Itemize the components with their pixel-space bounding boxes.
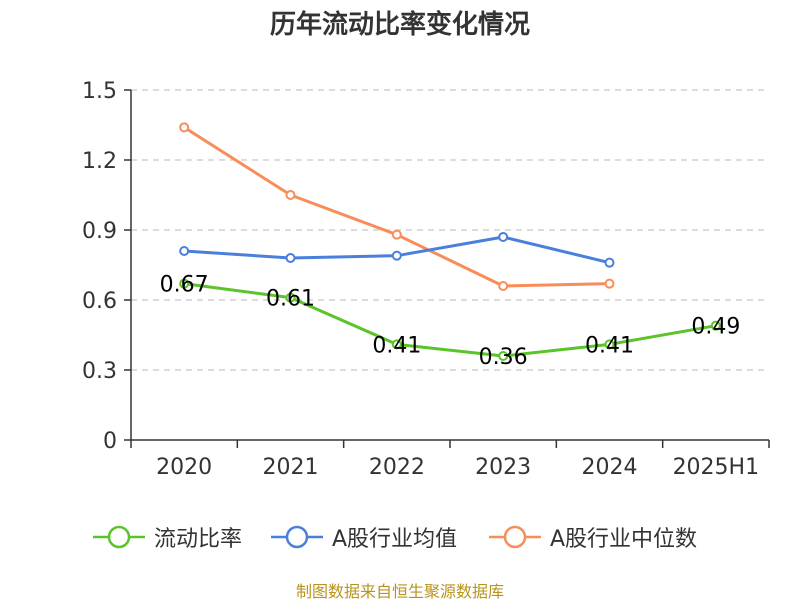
- legend-label: A股行业中位数: [550, 527, 698, 552]
- x-tick-label: 2023: [475, 455, 531, 480]
- y-tick-label: 1.5: [82, 79, 117, 104]
- series-point-1: [391, 250, 402, 261]
- x-tick-label: 2024: [582, 455, 638, 480]
- series-line-0: [183, 282, 717, 358]
- y-tick-label: 0.3: [82, 359, 117, 384]
- series-point-0: [391, 339, 402, 350]
- series-point-2: [604, 278, 615, 289]
- data-label: 0.36: [479, 345, 528, 370]
- series-point-2: [179, 122, 190, 133]
- legend-label: 流动比率: [154, 527, 243, 552]
- x-tick-label: 2020: [156, 455, 212, 480]
- data-label: 0.61: [266, 287, 315, 312]
- series-point-0: [498, 351, 509, 361]
- series-point-1: [498, 232, 509, 242]
- series-line-2: [183, 126, 610, 288]
- series-point-1: [179, 246, 190, 256]
- series-point-2: [285, 190, 296, 200]
- legend-marker-icon: [93, 525, 145, 549]
- series-point-0: [604, 339, 615, 350]
- x-tick-label: 2021: [263, 455, 319, 480]
- legend-marker-icon: [271, 525, 323, 549]
- series-point-0: [179, 278, 190, 289]
- legend-marker-icon: [489, 525, 541, 549]
- series-point-2: [498, 281, 509, 291]
- series-point-2: [391, 229, 402, 240]
- data-label: 0.41: [372, 333, 421, 358]
- line-chart: 0 0.3 0.6 0.9 1.2 1.5 2020 2021 2022 2023 2024 2025…: [82, 79, 770, 480]
- y-tick-label: 1.2: [82, 149, 117, 174]
- x-tick-label: 2025H1: [673, 455, 760, 480]
- legend-item[interactable]: A股行业中位数: [488, 520, 697, 554]
- x-tick-label: 2022: [369, 455, 425, 480]
- legend-item[interactable]: A股行业均值: [270, 520, 457, 554]
- series-point-1: [604, 257, 615, 268]
- data-label: 0.49: [691, 315, 740, 340]
- chart-title: 历年流动比率变化情况: [269, 10, 530, 40]
- series-point-0: [285, 292, 296, 303]
- legend-label: A股行业均值: [332, 527, 458, 552]
- y-tick-label: 0.6: [82, 289, 117, 314]
- data-label: 0.67: [160, 273, 209, 298]
- y-tick-label: 0.9: [82, 219, 117, 244]
- chart-legend: 流动比率 A股行业均值 A股行业中位数: [0, 520, 800, 554]
- data-label: 0.41: [585, 333, 634, 358]
- y-tick-label: 0: [103, 429, 117, 454]
- legend-item[interactable]: 流动比率: [92, 520, 242, 554]
- series-point-1: [285, 253, 296, 263]
- source-note: 制图数据来自恒生聚源数据库: [295, 582, 504, 601]
- series-point-0: [710, 320, 721, 331]
